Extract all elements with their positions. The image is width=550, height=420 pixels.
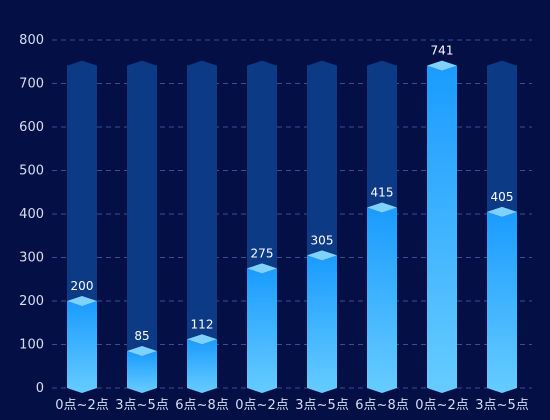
bar bbox=[487, 211, 517, 393]
data-label: 112 bbox=[191, 317, 214, 331]
y-tick-label: 600 bbox=[19, 120, 44, 135]
y-tick-label: 700 bbox=[19, 77, 44, 92]
data-label: 405 bbox=[491, 190, 514, 204]
y-axis-ticks: 0 100 200 300 400 500 600 700 800 bbox=[19, 33, 44, 396]
data-label: 741 bbox=[431, 44, 454, 58]
x-axis-ticks: 0点~2点 3点~5点 6点~8点 0点~2点 3点~5点 6点~8点 0点~2点 3点~5点 bbox=[55, 398, 528, 413]
x-tick-label: 3点~5点 bbox=[115, 398, 168, 413]
bar bbox=[67, 301, 97, 393]
background-track bbox=[127, 60, 157, 393]
data-label: 305 bbox=[311, 233, 334, 247]
bar-cap bbox=[67, 296, 97, 306]
x-tick-label: 3点~5点 bbox=[295, 398, 348, 413]
bar-cap bbox=[367, 202, 397, 213]
bar-cap bbox=[247, 263, 277, 274]
bar bbox=[427, 65, 457, 393]
background-track bbox=[187, 60, 217, 393]
y-tick-label: 400 bbox=[19, 207, 44, 222]
bar bbox=[187, 339, 217, 393]
y-tick-label: 800 bbox=[19, 33, 44, 48]
x-tick-label: 6点~8点 bbox=[355, 398, 408, 413]
y-tick-label: 100 bbox=[19, 338, 44, 353]
bars bbox=[67, 60, 517, 393]
data-label: 275 bbox=[251, 246, 274, 260]
bar-cap bbox=[427, 60, 457, 71]
y-tick-label: 300 bbox=[19, 251, 44, 266]
grid-lines bbox=[52, 39, 532, 389]
data-label: 415 bbox=[371, 185, 394, 199]
bar bbox=[367, 207, 397, 393]
bar bbox=[307, 255, 337, 393]
bar bbox=[247, 268, 277, 393]
y-tick-label: 500 bbox=[19, 164, 44, 179]
x-tick-label: 3点~5点 bbox=[475, 398, 528, 413]
x-tick-label: 0点~2点 bbox=[55, 398, 108, 413]
x-tick-label: 6点~8点 bbox=[175, 398, 228, 413]
x-tick-label: 0点~2点 bbox=[415, 398, 468, 413]
bar bbox=[127, 351, 157, 393]
bar-cap bbox=[127, 346, 157, 357]
data-labels: 200 85 112 275 305 415 741 405 bbox=[71, 44, 514, 343]
x-tick-label: 0点~2点 bbox=[235, 398, 288, 413]
y-tick-label: 0 bbox=[36, 381, 44, 396]
data-label: 200 bbox=[71, 279, 94, 293]
y-tick-label: 200 bbox=[19, 294, 44, 309]
bar-cap bbox=[307, 250, 337, 261]
bar-cap bbox=[187, 334, 217, 345]
bar-cap bbox=[487, 206, 517, 217]
data-label: 85 bbox=[134, 329, 149, 343]
